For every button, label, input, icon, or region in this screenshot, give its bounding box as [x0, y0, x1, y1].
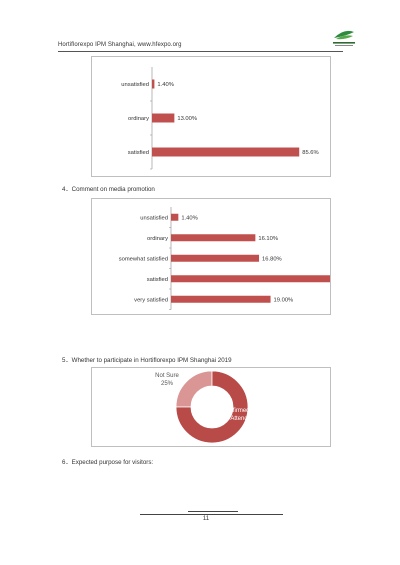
running-header: Hortiflorexpo IPM Shanghai, www.hfexpo.o…	[58, 42, 182, 48]
donut-chart-canvas: Not Sure 25% Confirmed to Attend	[155, 370, 257, 444]
bar	[152, 79, 155, 89]
value-label: 19.00%	[274, 297, 294, 303]
donut-slice	[175, 370, 249, 444]
value-label: 85.6%	[302, 150, 318, 156]
category-label: ordinary	[147, 236, 168, 242]
category-label: satisfied	[147, 277, 168, 283]
bar	[152, 113, 175, 123]
slice-label: Attend	[230, 416, 247, 422]
header-rule	[58, 51, 343, 52]
page-number: 11	[202, 516, 210, 522]
bar	[171, 213, 179, 221]
chart-media-promotion: unsatisfied 1.40% ordinary 16.10% somewhat s…	[91, 198, 331, 315]
section-heading-4: 4．Comment on media promotion	[62, 186, 155, 193]
bar	[171, 275, 330, 283]
donut-slice	[175, 370, 213, 408]
section-heading-5: 5．Whether to participate in Hortiflorexp…	[62, 357, 232, 364]
category-label: unsatisfied	[140, 215, 168, 221]
value-label: 1.40%	[157, 82, 173, 88]
bar	[152, 147, 300, 157]
bar-chart-2-canvas: unsatisfied 1.40% ordinary 16.10% somewhat s…	[119, 207, 330, 310]
organizer-logo	[333, 30, 355, 46]
value-label: 16.80%	[262, 256, 282, 262]
category-label: satisfied	[128, 150, 149, 156]
value-label: 13.00%	[177, 116, 197, 122]
bar	[171, 234, 256, 242]
section-heading-6: 6．Expected purpose for visitors:	[62, 459, 154, 466]
category-label: somewhat satisfied	[119, 256, 168, 262]
category-label: very satisfied	[134, 297, 168, 303]
chart-satisfaction-previous: unsatisfied 1.40% ordinary 13.00% satisfied 8…	[91, 56, 331, 177]
category-label: unsatisfied	[121, 82, 149, 88]
chart-participation-2019: Not Sure 25% Confirmed to Attend	[91, 367, 331, 447]
bar	[171, 254, 260, 262]
value-label: 16.10%	[258, 236, 278, 242]
slice-label: 25%	[161, 381, 174, 387]
value-label: 1.40%	[181, 215, 197, 221]
bar-chart-1-canvas: unsatisfied 1.40% ordinary 13.00% satisfied 8…	[121, 67, 319, 170]
category-label: ordinary	[128, 116, 149, 122]
slice-label: Confirmed to	[222, 408, 257, 414]
footer-rule-top	[188, 511, 238, 512]
footer-rule	[140, 514, 283, 515]
slice-label: Not Sure	[155, 373, 179, 379]
bar	[171, 295, 271, 303]
